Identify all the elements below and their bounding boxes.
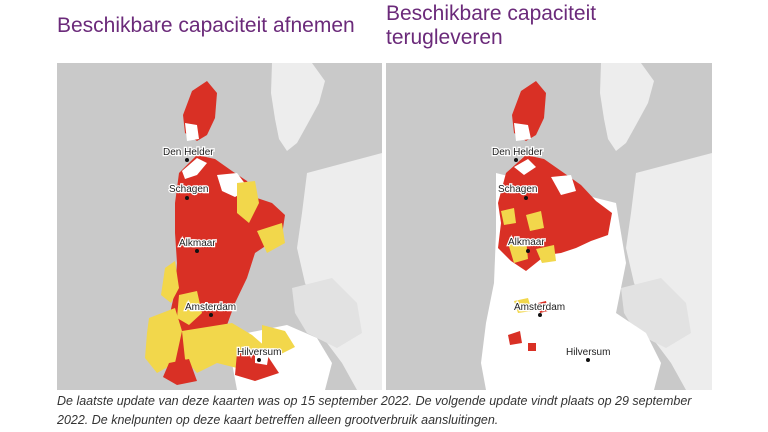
zone-yellow-a (501, 208, 516, 225)
zone-white-north (182, 158, 207, 179)
zone-yellow-d (536, 245, 556, 263)
city-label-hilversum: Hilversum (566, 347, 610, 358)
map-title-terugleveren: Beschikbare capaciteit terugleveren (386, 2, 597, 49)
zone-yellow-sw (145, 308, 182, 373)
city-marker-hilversum: Hilversum (565, 346, 612, 362)
city-marker-schagen: Schagen (497, 183, 539, 200)
city-dot (195, 249, 199, 253)
city-dot (209, 313, 213, 317)
city-dot (185, 158, 189, 162)
city-marker-alkmaar: Alkmaar (178, 237, 218, 253)
zone-yellow-c (508, 239, 528, 263)
city-label-schagen: Schagen (169, 184, 208, 195)
city-marker-den-helder: Den Helder (491, 146, 544, 162)
land-flevoland (292, 278, 362, 348)
city-label-amsterdam: Amsterdam (514, 302, 565, 313)
zone-white-island (514, 123, 531, 141)
zone-yellow-west (161, 261, 179, 303)
city-marker-alkmaar: Alkmaar (507, 236, 547, 253)
zone-yellow-se (257, 223, 285, 253)
map-afnemen-svg: Den Helder Schagen Alkmaar Amsterdam Hil… (57, 63, 382, 390)
city-label-den-helder: Den Helder (163, 147, 214, 158)
zone-yellow-e (514, 298, 532, 313)
map-caption: De laatste update van deze kaarten was o… (57, 394, 692, 427)
city-dot (185, 196, 189, 200)
zone-red-spot-2 (538, 301, 548, 313)
city-label-schagen: Schagen (498, 184, 537, 195)
map-afnemen: Den Helder Schagen Alkmaar Amsterdam Hil… (57, 63, 382, 390)
city-dot (257, 358, 261, 362)
map-terugleveren: Den Helder Schagen Alkmaar Amsterdam Hil… (386, 63, 712, 390)
zone-red-south (235, 353, 279, 381)
zone-red-spot-3 (528, 343, 536, 351)
zone-yellow-b (526, 211, 544, 231)
zone-red-sw (163, 359, 197, 385)
city-marker-den-helder: Den Helder (162, 146, 215, 162)
city-dot (524, 196, 528, 200)
zone-yellow-mid (177, 291, 202, 325)
zone-white-dh (514, 159, 536, 175)
zone-yellow-gooi (262, 325, 295, 355)
zone-red-spot-1 (508, 331, 522, 345)
map-terugleveren-svg: Den Helder Schagen Alkmaar Amsterdam Hil… (386, 63, 712, 390)
city-marker-amsterdam: Amsterdam (184, 301, 237, 317)
city-dot (526, 249, 530, 253)
city-label-hilversum: Hilversum (237, 347, 281, 358)
city-dot (514, 158, 518, 162)
zone-yellow-east (237, 181, 259, 223)
zone-red-north (498, 155, 612, 271)
city-marker-schagen: Schagen (168, 183, 210, 200)
zone-white-island (185, 123, 199, 141)
city-marker-amsterdam: Amsterdam (513, 301, 566, 317)
zone-white-ne (551, 175, 576, 195)
land-island-ne (600, 63, 654, 151)
land-island-ne (271, 63, 325, 151)
city-label-alkmaar: Alkmaar (179, 238, 216, 249)
city-dot (538, 313, 542, 317)
city-dot (586, 358, 590, 362)
map-title-afnemen: Beschikbare capaciteit afnemen (57, 14, 355, 37)
city-label-amsterdam: Amsterdam (185, 302, 236, 313)
city-label-den-helder: Den Helder (492, 147, 543, 158)
city-marker-hilversum: Hilversum (236, 346, 283, 362)
city-label-alkmaar: Alkmaar (508, 237, 545, 248)
